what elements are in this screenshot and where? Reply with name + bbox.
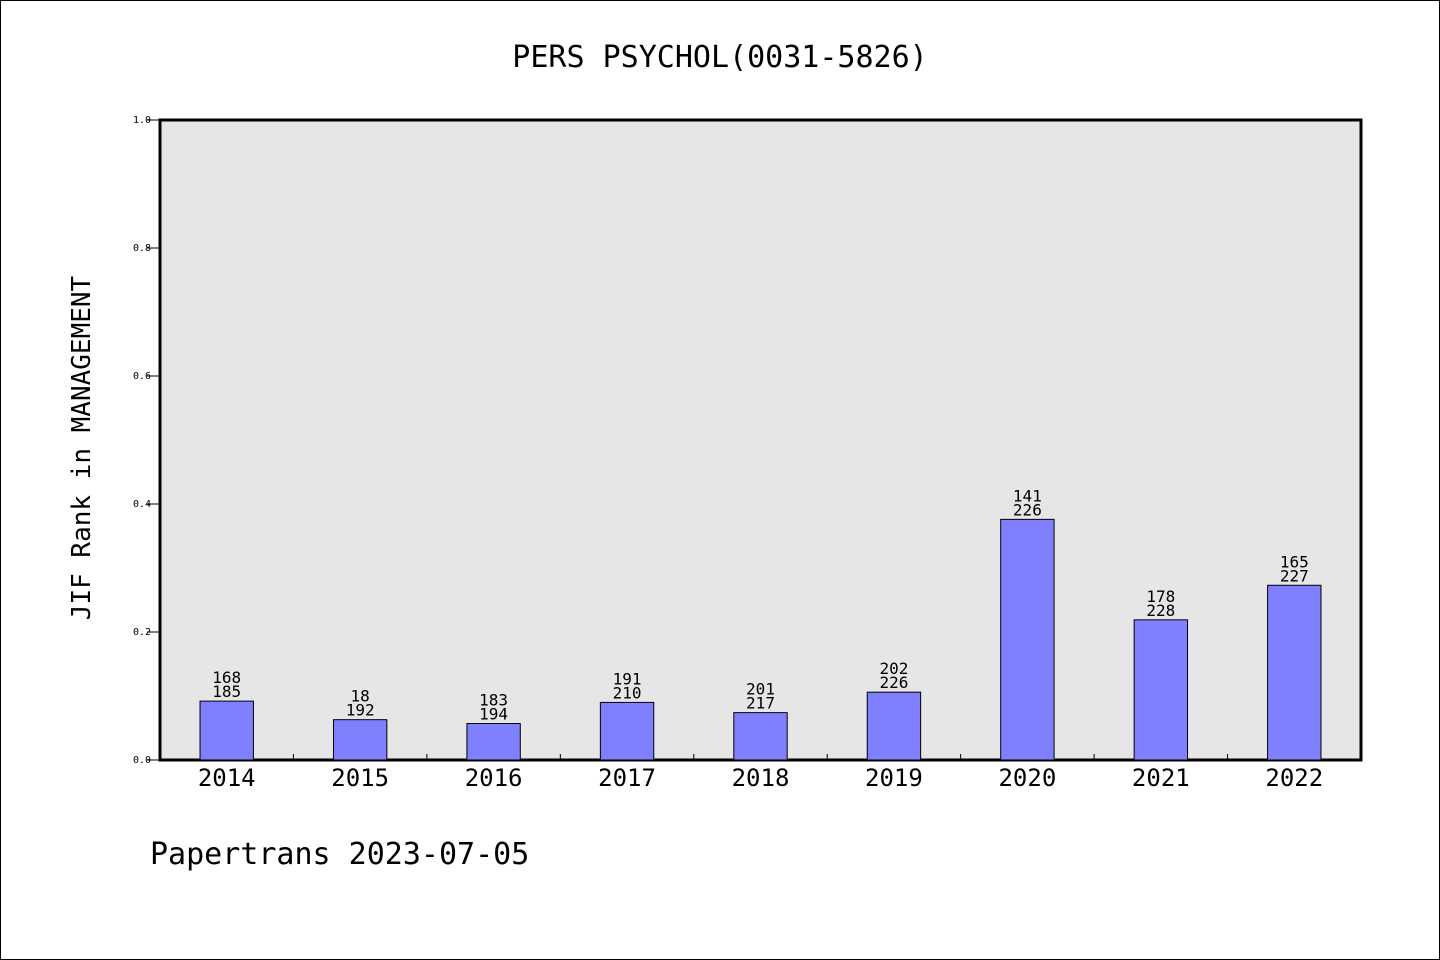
x-tick-label-2014: 2014 (198, 764, 256, 792)
y-tick-label: 1.0 (133, 115, 151, 126)
y-tick-label: 0.4 (133, 499, 151, 510)
x-tick-label-2017: 2017 (598, 764, 656, 792)
bar-2018 (733, 712, 788, 761)
bar-2015 (332, 719, 388, 761)
bar-rank-label: 178 (1146, 587, 1175, 606)
bar-2014 (199, 700, 254, 761)
bar-total-label: 226 (879, 673, 908, 692)
y-tick-label: 0.0 (133, 755, 151, 766)
bars (199, 518, 1322, 761)
bar-total-label: 194 (479, 705, 508, 724)
x-tick-label-2018: 2018 (732, 764, 790, 792)
x-tick-label-2016: 2016 (465, 764, 523, 792)
y-tick-label: 0.6 (133, 371, 151, 382)
x-tick-label-2019: 2019 (865, 764, 923, 792)
bar-rank-label: 183 (479, 691, 508, 710)
bar-rank-label: 165 (1280, 552, 1309, 571)
bar-2017 (599, 701, 655, 761)
x-axis: 2014 2015 2016 2017 2018 2019 2020 2021 2022 (198, 754, 1323, 792)
bar-rank-label: 141 (1013, 486, 1042, 505)
x-tick-label-2021: 2021 (1132, 764, 1190, 792)
bar-total-label: 227 (1280, 566, 1309, 585)
bar-2019 (866, 691, 922, 761)
bar-rank-label: 191 (613, 669, 642, 688)
bar-total-label: 228 (1146, 601, 1175, 620)
bar-total-label: 192 (346, 701, 375, 720)
bar-total-label: 226 (1013, 500, 1042, 519)
chart-title: PERS PSYCHOL(0031-5826) (512, 40, 927, 75)
y-tick-label: 0.2 (133, 627, 151, 638)
y-axis: 0.0 0.2 0.4 0.6 0.8 1.0 (133, 115, 160, 766)
bar-2020 (1000, 518, 1055, 761)
bar-total-label: 217 (746, 694, 775, 713)
y-axis-label: JIF Rank in MANAGEMENT (67, 275, 97, 620)
bar-2021 (1133, 619, 1189, 761)
bar-rank-label: 168 (212, 668, 241, 687)
bar-total-label: 185 (212, 682, 241, 701)
y-tick-label: 0.8 (133, 243, 151, 254)
footer-text: Papertrans 2023-07-05 (150, 837, 529, 872)
x-tick-label-2022: 2022 (1265, 764, 1323, 792)
bar-total-label: 210 (613, 683, 642, 702)
bar-2022 (1267, 584, 1322, 761)
x-tick-label-2020: 2020 (998, 764, 1056, 792)
bar-rank-label: 202 (879, 659, 908, 678)
bar-2016 (466, 723, 521, 761)
bar-rank-label: 201 (746, 680, 775, 699)
x-tick-label-2015: 2015 (331, 764, 389, 792)
bar-rank-label: 18 (351, 687, 370, 706)
